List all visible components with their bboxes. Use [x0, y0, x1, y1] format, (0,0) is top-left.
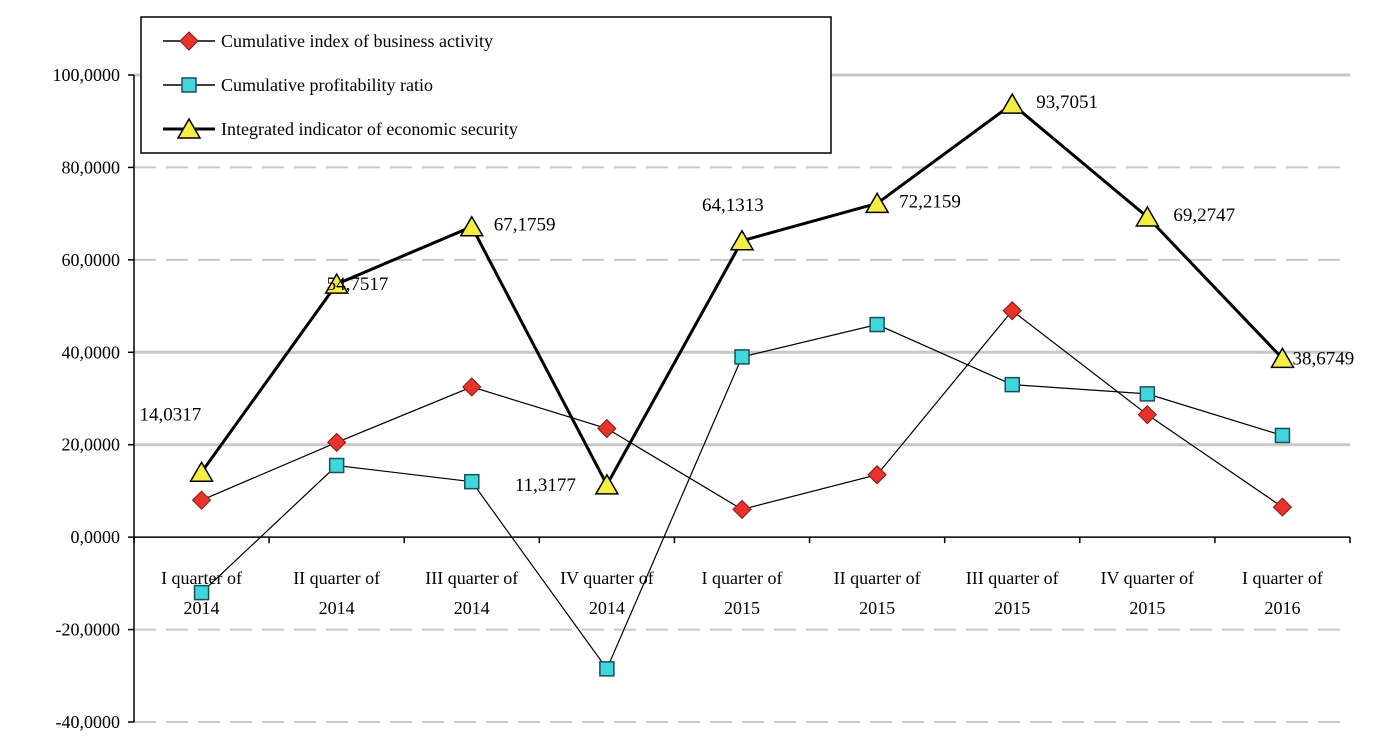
data-label: 14,0317: [140, 404, 202, 425]
x-tick-label: II quarter of: [834, 568, 921, 588]
x-tick-label: II quarter of: [293, 568, 380, 588]
point-business-activity: [867, 465, 887, 485]
point-profitability: [193, 584, 210, 601]
x-tick-label: III quarter of: [966, 568, 1059, 588]
x-tick-label: III quarter of: [425, 568, 518, 588]
x-tick-label: IV quarter of: [560, 568, 654, 588]
series-layer: [189, 92, 1295, 677]
series-line-business-activity: [201, 309, 1283, 511]
y-tick-label: 80,0000: [62, 157, 121, 177]
x-tick-label: 2015: [724, 598, 760, 618]
point-business-activity: [1272, 497, 1293, 517]
x-tick-label: 2014: [184, 598, 220, 618]
point-business-activity: [732, 499, 752, 520]
point-business-activity: [191, 490, 212, 510]
legend-marker-profitability: [181, 77, 197, 93]
label-layer: 14,0317 54,7517 67,1759 11,3177 64,1313 72,21…: [140, 92, 1355, 496]
x-tick-label: 2014: [319, 598, 355, 618]
point-profitability: [1004, 376, 1020, 393]
legend-label-business-activity: Cumulative index of business activity: [221, 31, 493, 51]
x-tick-label: 2016: [1264, 598, 1300, 618]
y-tick-label: 60,0000: [62, 250, 121, 270]
y-tick-label: 0,0000: [71, 527, 121, 547]
data-label: 54,7517: [327, 274, 389, 295]
axis-layer: -40,0000 -20,0000 0,0000 20,0000 40,0000 60,0…: [53, 65, 1351, 732]
legend-marker-economic-security: [176, 117, 202, 139]
legend-label-economic-security: Integrated indicator of economic securit…: [221, 119, 518, 139]
x-tick-label: 2015: [859, 598, 895, 618]
x-tick-label: 2015: [1129, 598, 1165, 618]
data-label: 11,3177: [515, 475, 576, 496]
point-profitability: [1139, 386, 1156, 402]
point-profitability: [869, 316, 885, 333]
data-label: 72,2159: [899, 191, 961, 212]
point-economic-security: [999, 92, 1025, 114]
data-label: 38,6749: [1292, 348, 1354, 369]
point-profitability: [328, 457, 345, 474]
y-tick-label: 40,0000: [62, 342, 121, 362]
point-profitability: [464, 473, 480, 490]
data-label: 69,2747: [1173, 205, 1235, 226]
data-label: 64,1313: [702, 195, 764, 216]
legend-label-profitability: Cumulative profitability ratio: [221, 75, 433, 95]
x-tick-label: I quarter of: [702, 568, 783, 588]
y-tick-label: -40,0000: [56, 712, 121, 732]
point-business-activity: [1002, 300, 1022, 321]
point-economic-security: [1270, 346, 1295, 369]
y-tick-label: -20,0000: [56, 620, 121, 640]
point-business-activity: [326, 432, 347, 453]
point-economic-security: [864, 191, 890, 214]
legend-marker-business-activity: [179, 31, 199, 51]
point-economic-security: [729, 229, 755, 251]
point-business-activity: [1137, 404, 1158, 425]
legend-box: [140, 16, 832, 154]
point-profitability: [1274, 427, 1291, 444]
point-business-activity: [597, 418, 617, 439]
point-economic-security: [324, 272, 349, 294]
grid-layer: [134, 73, 1350, 723]
point-economic-security: [459, 215, 485, 237]
point-economic-security: [189, 460, 214, 483]
y-tick-label: 20,0000: [62, 435, 121, 455]
x-tick-label: IV quarter of: [1101, 568, 1195, 588]
y-tick-label: 100,0000: [53, 65, 121, 85]
x-tick-label: 2014: [589, 598, 625, 618]
point-profitability: [599, 661, 615, 677]
x-tick-label: I quarter of: [1242, 568, 1323, 588]
point-economic-security: [594, 473, 620, 495]
point-profitability: [734, 349, 750, 365]
x-tick-label: 2014: [454, 598, 490, 618]
point-business-activity: [462, 377, 482, 397]
point-economic-security: [1135, 205, 1160, 227]
data-label: 93,7051: [1036, 92, 1098, 113]
x-tick-label: 2015: [994, 598, 1030, 618]
legend: Cumulative index of business activity Cum…: [140, 16, 832, 154]
data-label: 67,1759: [494, 215, 556, 236]
